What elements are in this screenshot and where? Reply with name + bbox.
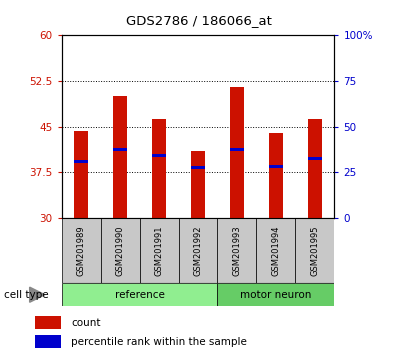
Bar (74, 131, 88, 218)
Bar (62, 218, 101, 283)
Bar (35, 335, 60, 348)
Bar (152, 119, 166, 218)
Bar (269, 133, 283, 218)
Text: GSM201995: GSM201995 (310, 225, 319, 276)
Text: cell type: cell type (4, 290, 49, 300)
Bar (230, 87, 244, 218)
Text: GSM201990: GSM201990 (115, 225, 125, 276)
Bar (101, 218, 140, 283)
Text: GSM201991: GSM201991 (154, 225, 164, 276)
Text: GSM201993: GSM201993 (232, 225, 242, 276)
Bar (152, 154, 166, 157)
Text: motor neuron: motor neuron (240, 290, 312, 300)
Text: GSM201994: GSM201994 (271, 225, 281, 276)
Bar (230, 148, 244, 151)
Text: count: count (71, 318, 101, 328)
Bar (191, 151, 205, 218)
Text: GDS2786 / 186066_at: GDS2786 / 186066_at (126, 14, 272, 27)
Bar (191, 166, 205, 169)
Bar (35, 316, 60, 329)
Text: GSM201989: GSM201989 (77, 225, 86, 276)
Text: GSM201992: GSM201992 (193, 225, 203, 276)
Bar (62, 283, 217, 306)
Polygon shape (29, 287, 45, 302)
Text: percentile rank within the sample: percentile rank within the sample (71, 337, 247, 347)
Bar (179, 218, 217, 283)
Bar (256, 218, 295, 283)
Bar (113, 148, 127, 151)
Bar (74, 160, 88, 163)
Bar (295, 218, 334, 283)
Bar (308, 156, 322, 160)
Bar (217, 218, 256, 283)
Text: reference: reference (115, 290, 164, 300)
Bar (140, 218, 179, 283)
Bar (113, 96, 127, 218)
Bar (269, 165, 283, 167)
Bar (217, 283, 334, 306)
Bar (308, 119, 322, 218)
